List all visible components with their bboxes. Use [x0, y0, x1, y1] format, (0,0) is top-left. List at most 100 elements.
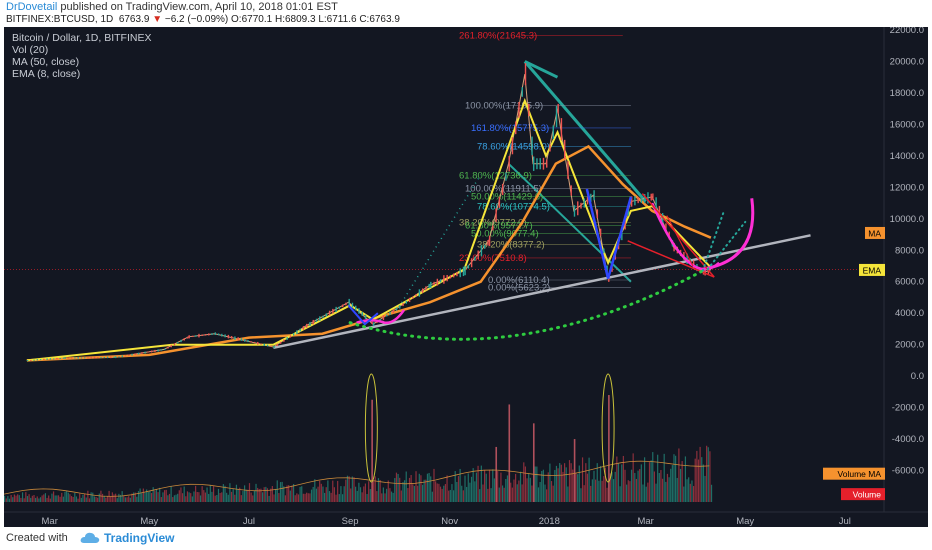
fib-level-label: 78.60%(14598.0) [477, 141, 550, 152]
volume-bar [436, 483, 438, 502]
right-price-label: EMA [863, 265, 882, 275]
chart-canvas[interactable]: 22000.0 20000.0 18000.0 16000.0 14000.0 12000… [4, 27, 928, 527]
volume-bar [173, 495, 175, 502]
volume-bar [234, 494, 236, 502]
candle [217, 333, 220, 336]
high-value: H:6809.3 [274, 14, 316, 25]
volume-bar [221, 492, 223, 502]
volume-bar [139, 488, 141, 502]
volume-bar [129, 497, 131, 502]
candle [552, 125, 554, 140]
volume-bar [103, 495, 105, 502]
candle [443, 275, 445, 284]
volume-bar [346, 475, 349, 502]
volume-spike-bar [608, 395, 610, 502]
candle [80, 357, 83, 359]
volume-bar [61, 492, 63, 502]
volume-bar [444, 484, 447, 502]
candle [128, 354, 130, 356]
tradingview-brand[interactable]: TradingView [104, 531, 175, 545]
legend-ema[interactable]: EMA (8, close) [12, 68, 81, 80]
volume-bar [206, 487, 208, 502]
candle [121, 355, 123, 358]
volume-bar [364, 483, 367, 502]
volume-bar [23, 498, 25, 502]
volume-bar [70, 496, 73, 502]
author-link[interactable]: DrDovetail [6, 1, 58, 13]
chart-area[interactable]: 22000.0 20000.0 18000.0 16000.0 14000.0 12000… [4, 27, 928, 527]
volume-bar [503, 487, 505, 502]
candle [593, 190, 595, 201]
volume-bar [119, 494, 122, 502]
volume-bar [132, 492, 135, 502]
candle [67, 357, 70, 359]
legend-ma[interactable]: MA (50, close) [12, 56, 80, 68]
volume-bar [118, 493, 120, 502]
volume-bar [258, 489, 260, 502]
volume-bar [82, 494, 84, 502]
volume-bar [694, 458, 696, 502]
volume-bar [255, 483, 257, 502]
candle [557, 103, 559, 114]
candle [630, 196, 633, 207]
volume-bar [675, 455, 677, 502]
volume-bar [88, 498, 91, 502]
candle [134, 353, 137, 355]
volume-bar [505, 479, 507, 502]
volume-bar [515, 473, 517, 502]
volume-bar [328, 491, 331, 502]
volume-bar [69, 494, 71, 502]
candle [536, 158, 538, 170]
volume-bar [337, 480, 339, 502]
volume-bar [511, 487, 513, 502]
candle [531, 136, 533, 156]
fib-level-label: 100.00%(11911.5) [465, 184, 542, 195]
volume-bar [265, 486, 267, 502]
volume-bar [658, 473, 660, 502]
volume-bar [384, 493, 386, 502]
volume-bar [565, 467, 567, 502]
volume-bar [106, 496, 109, 502]
y-tick-label: 8000.0 [895, 245, 924, 256]
candle [325, 313, 328, 317]
legend-vol[interactable]: Vol (20) [12, 44, 49, 56]
volume-bar [404, 480, 406, 502]
volume-bar [20, 497, 22, 502]
volume-bar [542, 469, 544, 502]
volume-bar [211, 491, 213, 502]
support-trendline [273, 234, 811, 350]
candle [621, 228, 623, 241]
ema-8-line [26, 97, 712, 362]
volume-bar [226, 492, 228, 502]
volume-bar [702, 464, 704, 502]
candle [456, 271, 458, 277]
x-tick-label: Mar [42, 516, 58, 527]
volume-bar [537, 487, 540, 502]
candle [43, 358, 45, 361]
volume-bar [275, 488, 277, 502]
candle [498, 196, 501, 208]
volume-bar [590, 485, 592, 502]
volume-bar [56, 495, 58, 502]
candle [62, 357, 65, 359]
candle [115, 356, 117, 359]
candle [505, 172, 507, 181]
candle [379, 318, 381, 321]
x-tick-label: May [140, 516, 158, 527]
candle [555, 105, 558, 128]
candle [462, 266, 465, 277]
volume-bar [479, 489, 481, 502]
volume-bar [30, 497, 32, 502]
volume-bar [555, 465, 558, 502]
volume-bar [420, 475, 422, 502]
candle [546, 159, 548, 168]
volume-bar [164, 490, 166, 502]
volume-bar [670, 468, 672, 502]
candle [90, 356, 92, 359]
volume-bar [208, 493, 210, 502]
y-tick-label: 14000.0 [890, 151, 924, 162]
candles [26, 63, 710, 362]
x-tick-label: Nov [441, 516, 458, 527]
volume-bar [126, 497, 128, 502]
candle [286, 337, 288, 340]
